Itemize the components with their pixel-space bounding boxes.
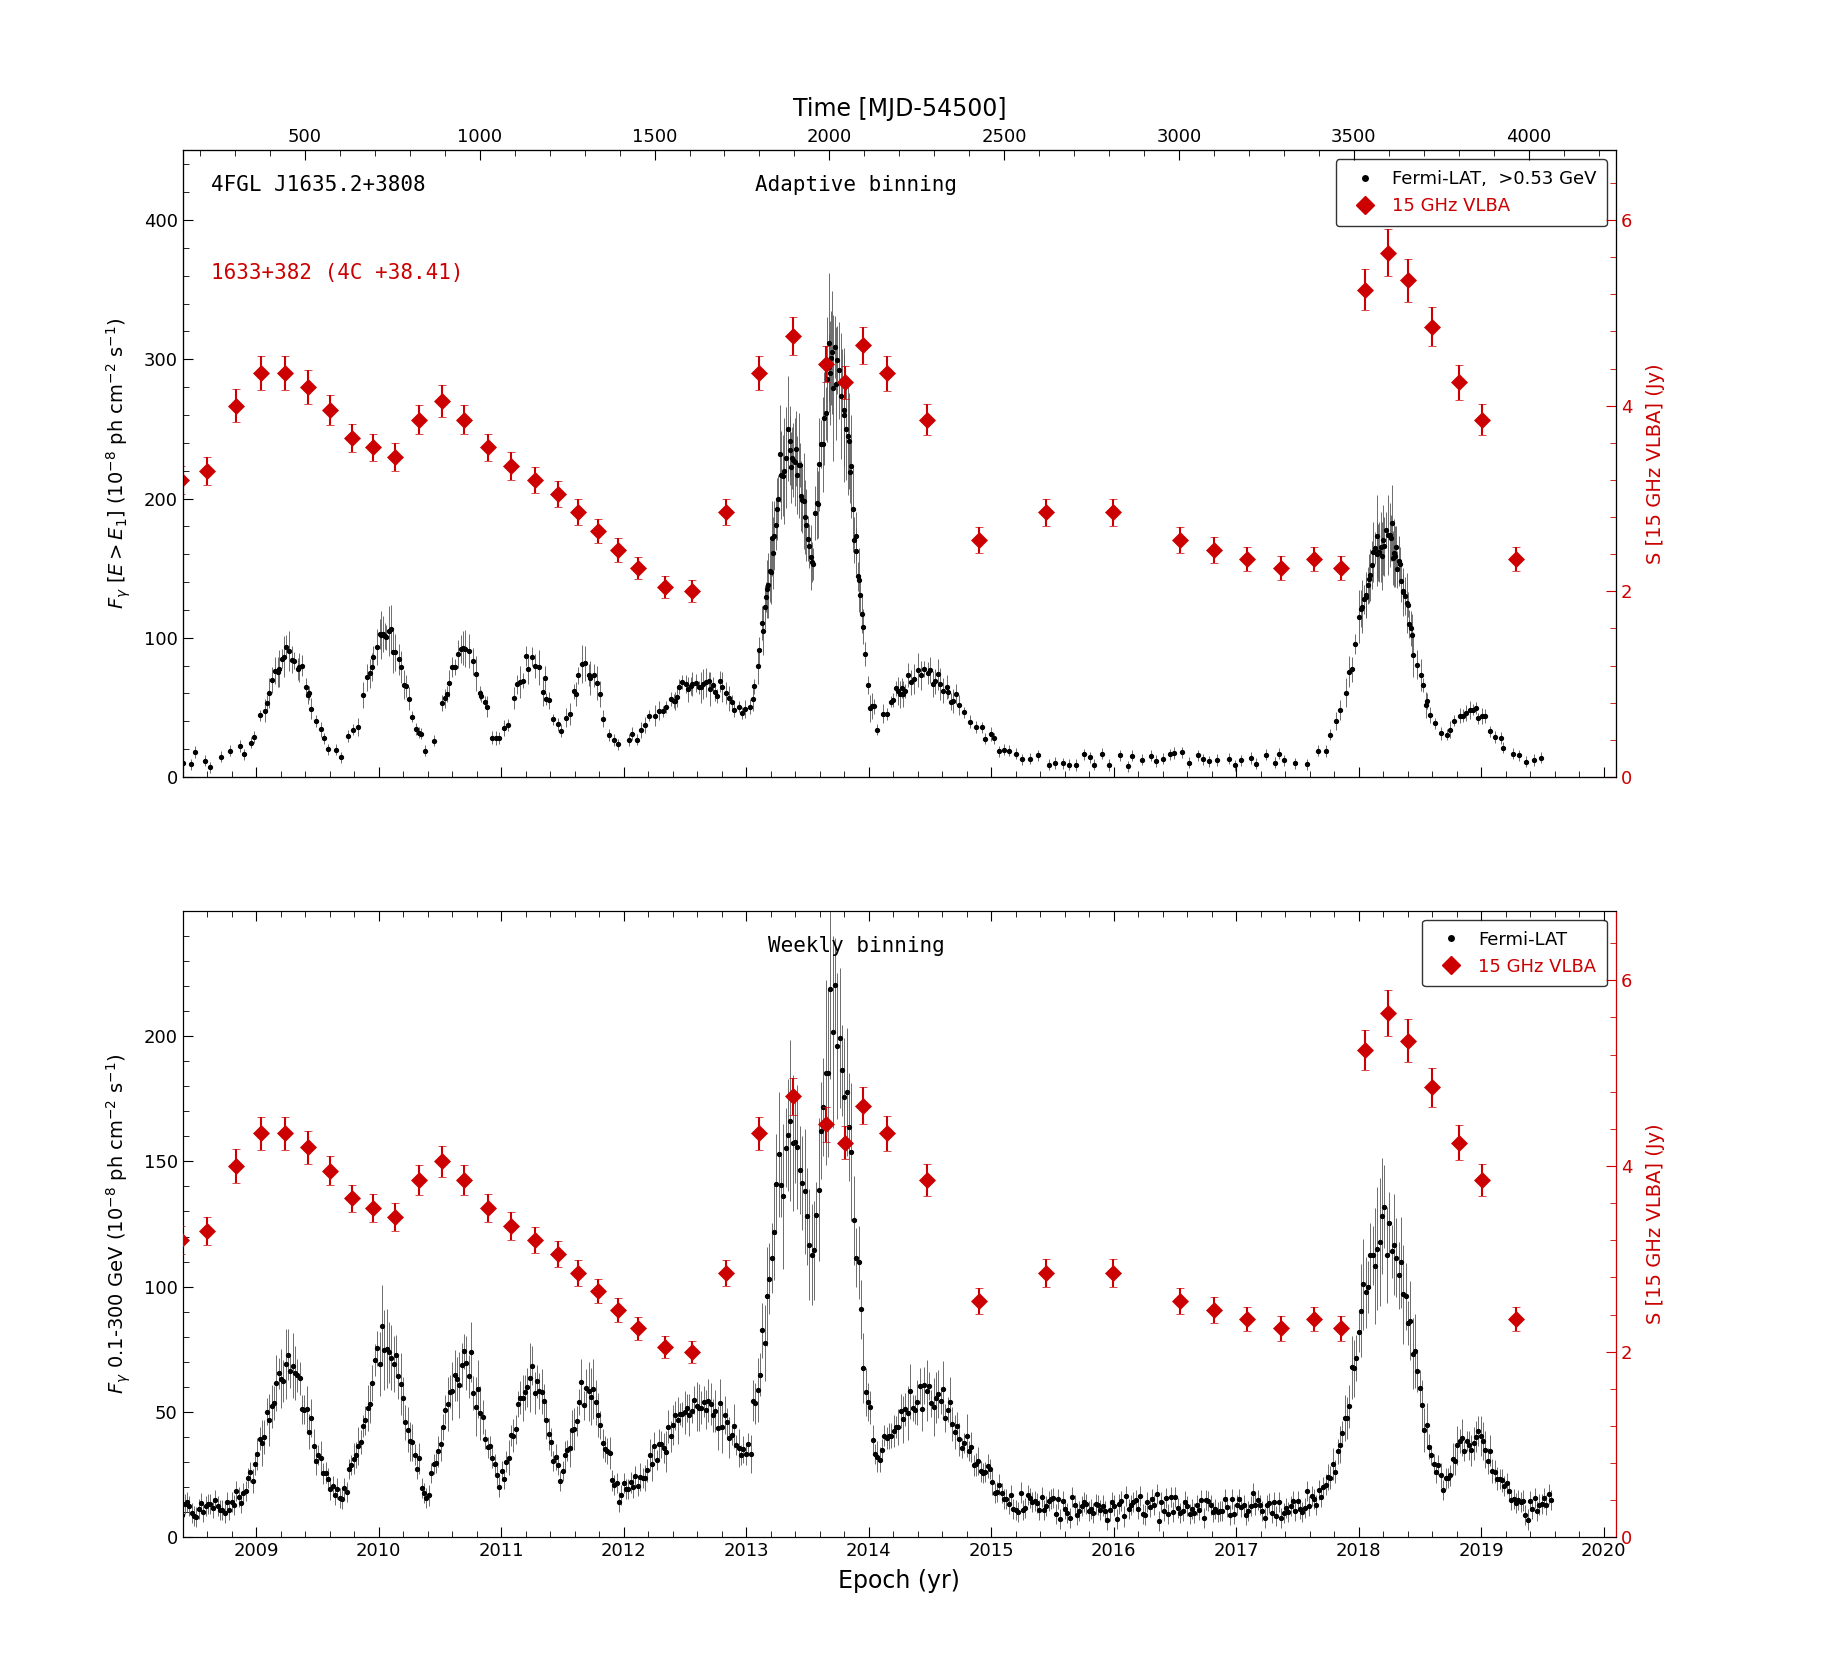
Y-axis label: S [15 GHz VLBA] (Jy): S [15 GHz VLBA] (Jy)	[1647, 363, 1665, 565]
Text: Weekly binning: Weekly binning	[769, 936, 944, 956]
X-axis label: Epoch (yr): Epoch (yr)	[838, 1569, 960, 1592]
Legend: Fermi-LAT,  >0.53 GeV, 15 GHz VLBA: Fermi-LAT, >0.53 GeV, 15 GHz VLBA	[1335, 159, 1607, 226]
Text: 4FGL J1635.2+3808: 4FGL J1635.2+3808	[212, 175, 425, 196]
Y-axis label: $F_{\gamma}$ $[E>E_1]$ $(10^{-8}$ ph cm$^{-2}$ s$^{-1})$: $F_{\gamma}$ $[E>E_1]$ $(10^{-8}$ ph cm$…	[104, 317, 133, 610]
Y-axis label: S [15 GHz VLBA] (Jy): S [15 GHz VLBA] (Jy)	[1647, 1123, 1665, 1325]
Y-axis label: $F_{\gamma}$ 0.1-300 GeV $(10^{-8}$ ph cm$^{-2}$ s$^{-1})$: $F_{\gamma}$ 0.1-300 GeV $(10^{-8}$ ph c…	[104, 1054, 133, 1394]
Text: 1633+382 (4C +38.41): 1633+382 (4C +38.41)	[212, 262, 464, 282]
Text: Adaptive binning: Adaptive binning	[756, 175, 957, 196]
X-axis label: Time [MJD-54500]: Time [MJD-54500]	[792, 97, 1006, 122]
Legend: Fermi-LAT, 15 GHz VLBA: Fermi-LAT, 15 GHz VLBA	[1422, 919, 1607, 986]
